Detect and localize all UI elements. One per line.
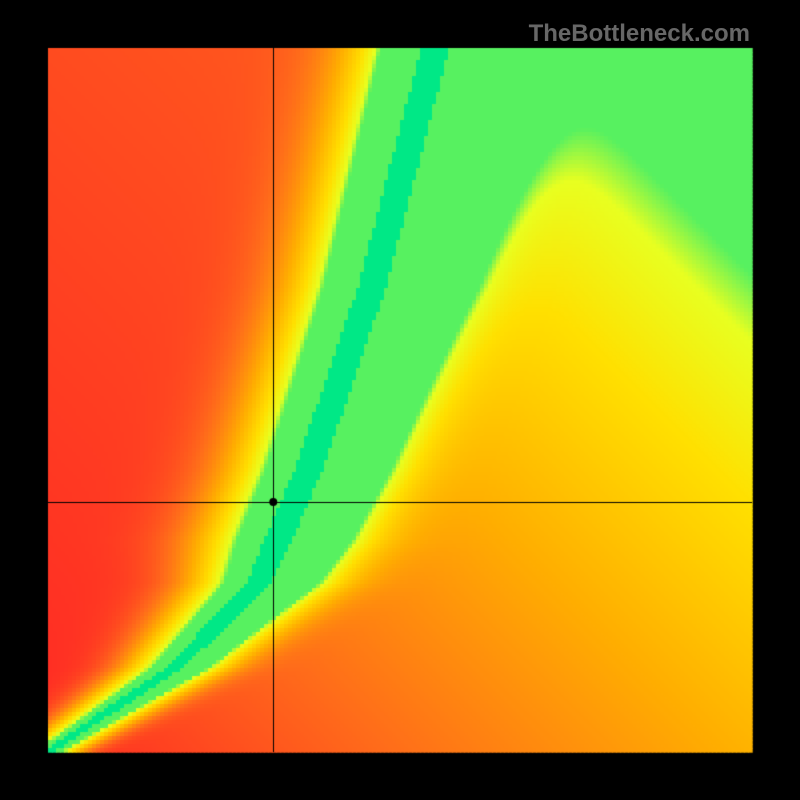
watermark-text: TheBottleneck.com xyxy=(529,20,750,48)
chart-frame: { "canvas": { "width": 800, "height": 80… xyxy=(0,0,800,800)
bottleneck-heatmap xyxy=(0,0,800,800)
